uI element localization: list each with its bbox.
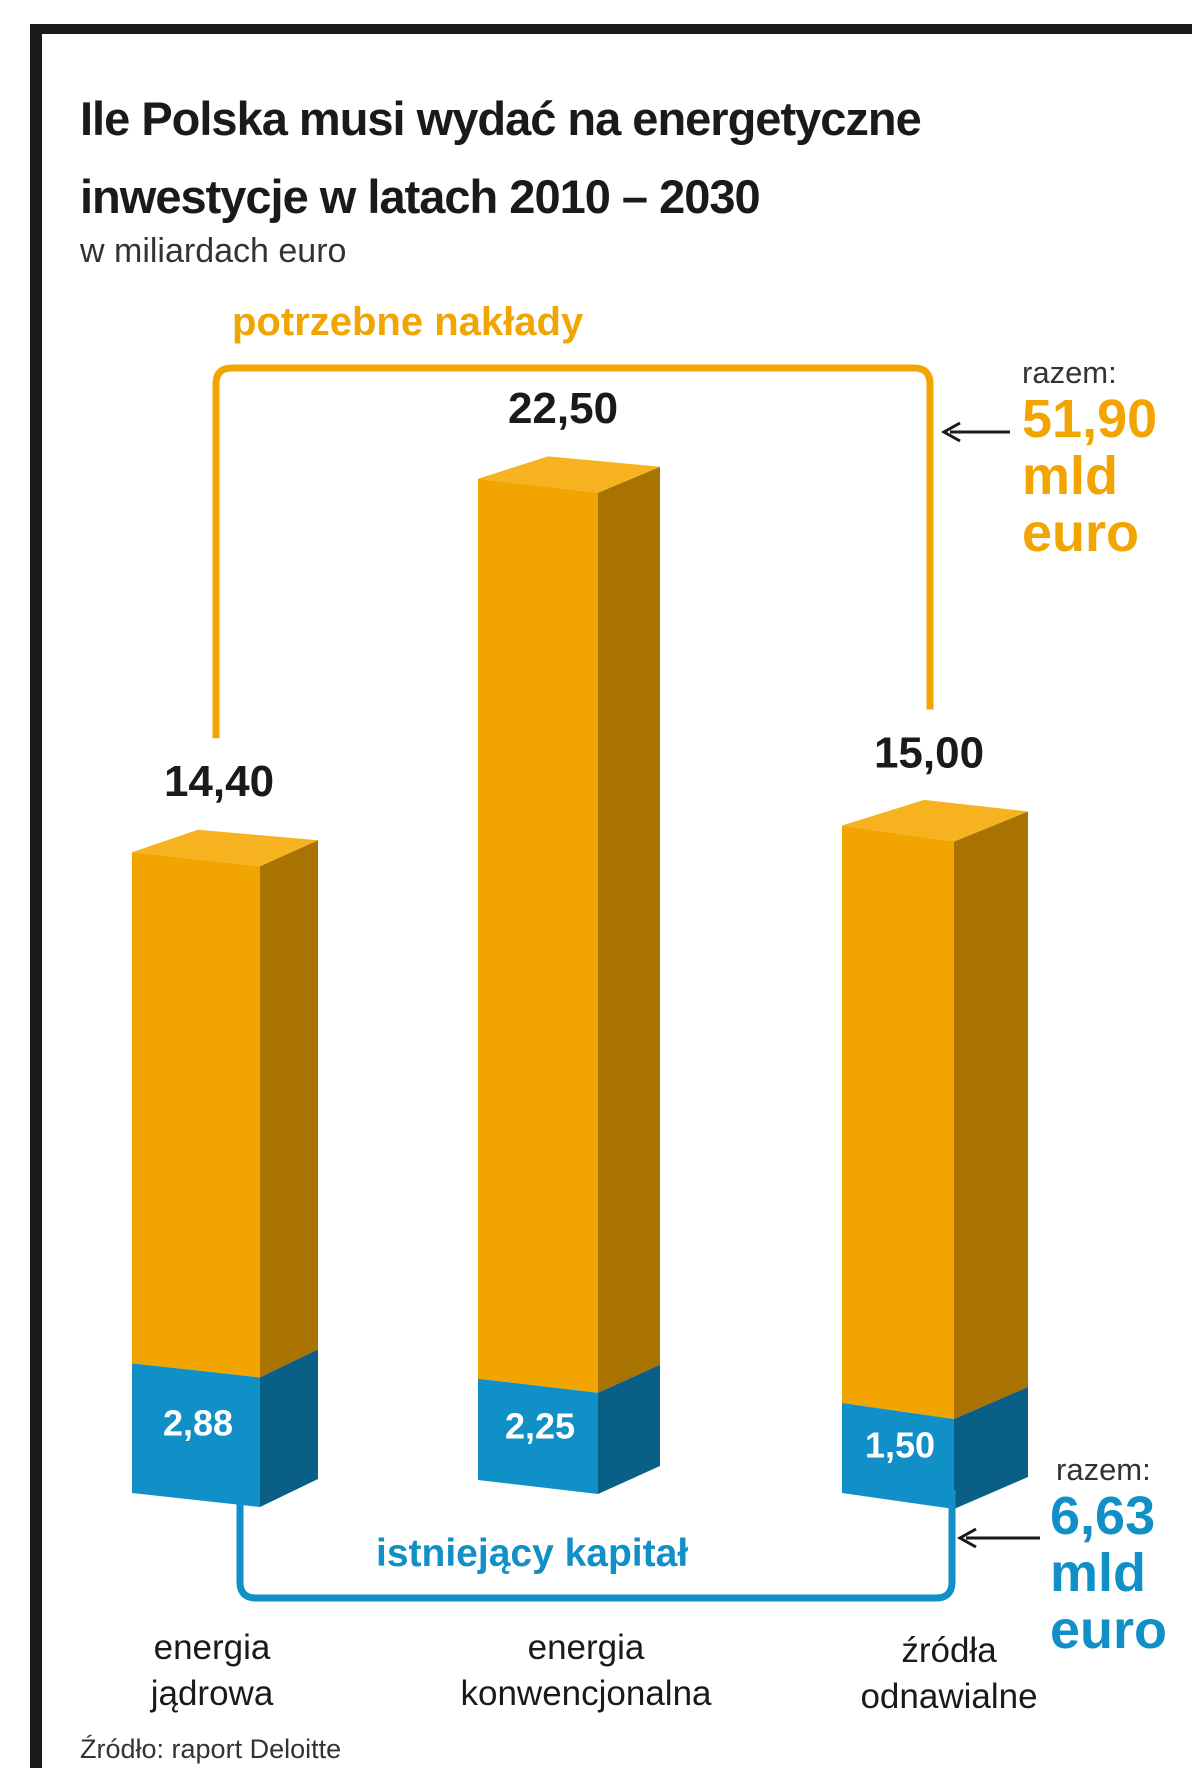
needed-bar-top	[842, 799, 1028, 842]
chart-title: Ile Polska musi wydać na energetyczne in…	[80, 92, 922, 223]
existing-bar-side	[954, 1387, 1028, 1509]
needed-value-label: 22,50	[508, 384, 618, 433]
existing-bar-front	[132, 1363, 260, 1507]
existing-bar-side	[260, 1349, 318, 1507]
frame-top-rule	[30, 24, 1192, 34]
needed-bar-side	[954, 811, 1028, 1419]
needed-bar-top	[132, 829, 318, 867]
category-label-renewable: źródła odnawialne	[860, 1628, 1037, 1720]
existing-total-currency: euro	[1050, 1600, 1168, 1660]
chart-subtitle: w miliardach euro	[80, 232, 347, 270]
needed-bar-front	[478, 478, 598, 1393]
needed-total-unit: mld	[1022, 446, 1119, 506]
existing-value-label: 1,50	[865, 1425, 935, 1466]
existing-total-prefix: razem:	[1056, 1452, 1151, 1487]
needed-group-label: potrzebne nakłady	[232, 300, 584, 344]
category-label-line: energia	[153, 1628, 271, 1667]
source-note: Źródło: raport Deloitte	[80, 1734, 342, 1764]
needed-bar-side	[260, 840, 318, 1378]
needed-bar-front	[842, 825, 954, 1419]
bar-group: 14,40 2,88	[132, 757, 318, 1507]
existing-total-value: 6,63	[1050, 1486, 1156, 1546]
existing-total-unit: mld	[1050, 1543, 1147, 1603]
category-label-line: odnawialne	[860, 1677, 1038, 1716]
existing-total: razem: 6,63 mld euro	[1050, 1452, 1167, 1659]
bar-group: 22,50 2,25	[478, 384, 660, 1494]
existing-bar-side	[598, 1364, 660, 1494]
needed-total: razem: 51,90 mld euro	[1022, 355, 1157, 562]
needed-bar-side	[598, 466, 660, 1393]
category-label-line: źródła	[901, 1631, 997, 1670]
existing-bar-front	[478, 1378, 598, 1494]
category-label-nuclear: energia jądrowa	[151, 1625, 274, 1717]
needed-value-label: 14,40	[164, 757, 274, 806]
category-label-line: konwencjonalna	[460, 1674, 712, 1713]
existing-value-label: 2,88	[163, 1403, 233, 1444]
needed-total-prefix: razem:	[1022, 355, 1117, 390]
needed-total-currency: euro	[1022, 503, 1140, 563]
needed-bracket	[212, 364, 934, 739]
existing-bar-front	[842, 1403, 954, 1509]
existing-total-arrow	[956, 1527, 1040, 1549]
needed-bar-front	[132, 852, 260, 1378]
existing-value-label: 2,25	[505, 1405, 575, 1446]
frame-left-rule	[30, 24, 42, 1768]
needed-total-value: 51,90	[1022, 389, 1158, 449]
needed-value-label: 15,00	[874, 729, 984, 778]
category-label-conventional: energia konwencjonalna	[460, 1625, 711, 1717]
needed-total-arrow	[940, 421, 1010, 443]
existing-bracket	[236, 1490, 956, 1602]
category-label-line: jądrowa	[150, 1674, 274, 1713]
category-label-line: energia	[527, 1628, 645, 1667]
existing-group-label: istniejący kapitał	[376, 1532, 689, 1575]
bar-group: 15,00 1,50	[842, 729, 1028, 1509]
needed-bar-top	[478, 456, 660, 493]
